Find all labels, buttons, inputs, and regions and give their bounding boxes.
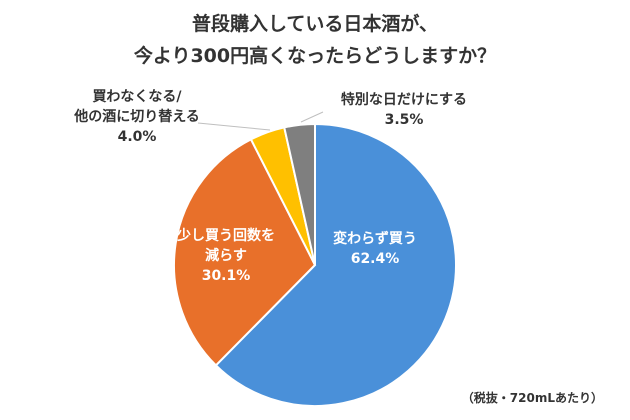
slice-value-label: 62.4% <box>351 251 400 267</box>
pie-slice <box>214 122 457 407</box>
pie-slices <box>173 122 457 407</box>
slice-category-label: 変わらず買う <box>333 230 417 247</box>
slice-category-label: 減らす <box>205 247 247 264</box>
leader-line <box>300 111 324 123</box>
slice-value-label: 30.1% <box>202 268 251 284</box>
slice-value-label: 3.5% <box>385 112 424 128</box>
slice-category-label: 買わなくなる/ <box>92 89 182 105</box>
slice-value-label: 4.0% <box>118 129 157 145</box>
slice-category-label: 少し買う回数を <box>176 227 275 244</box>
chart-note: （税抜・720mLあたり） <box>462 390 603 405</box>
chart-title-line-2: 今より300円高くなったらどうしますか？ <box>133 44 496 67</box>
slice-category-label: 他の酒に切り替える <box>73 108 200 125</box>
leader-line <box>197 122 271 131</box>
chart-title-line-1: 普段購入している日本酒が、 <box>192 12 438 35</box>
pie-slice <box>283 122 316 266</box>
slice-category-label: 特別な日だけにする <box>341 91 467 108</box>
